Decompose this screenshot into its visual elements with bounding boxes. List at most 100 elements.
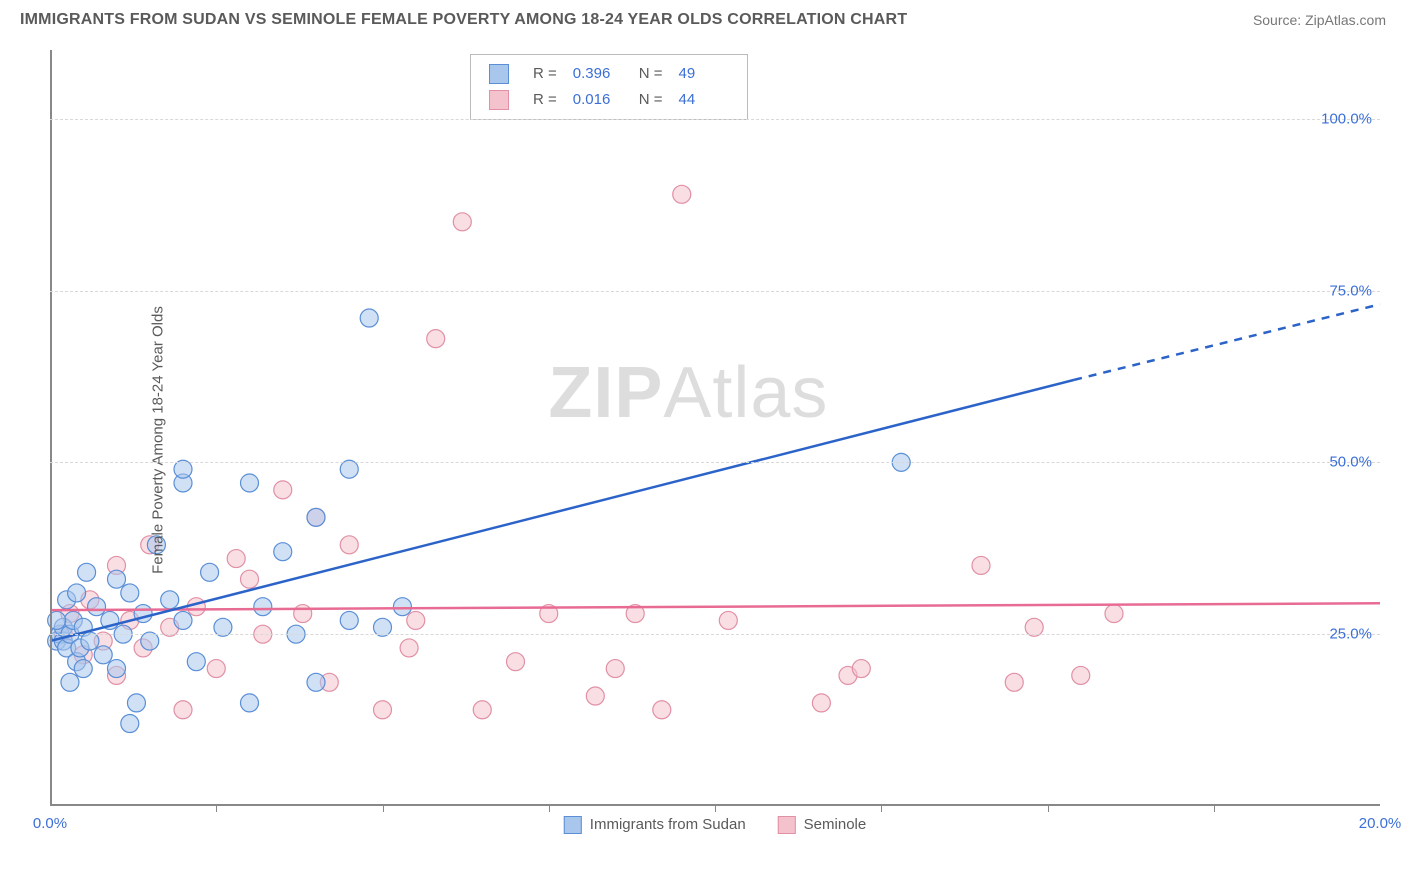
data-point xyxy=(61,673,79,691)
stats-legend-box: R = 0.396 N = 49 R = 0.016 N = 44 xyxy=(470,54,748,120)
data-point xyxy=(653,701,671,719)
data-point xyxy=(407,611,425,629)
swatch-series-b xyxy=(489,90,509,110)
trend-line-a-dashed xyxy=(1074,304,1380,380)
x-tick-mark xyxy=(1214,804,1215,812)
data-point xyxy=(507,653,525,671)
r-value-b: 0.016 xyxy=(573,87,623,113)
chart-title: IMMIGRANTS FROM SUDAN VS SEMINOLE FEMALE… xyxy=(20,11,907,29)
x-tick-label: 20.0% xyxy=(1359,815,1402,832)
data-point xyxy=(294,605,312,623)
data-point xyxy=(307,508,325,526)
data-point xyxy=(187,653,205,671)
r-label-b: R = xyxy=(533,87,557,113)
plot-area: ZIPAtlas Female Poverty Among 18-24 Year… xyxy=(50,50,1380,830)
trend-line-a-solid xyxy=(50,380,1074,641)
n-value-b: 44 xyxy=(679,87,729,113)
gridline-h xyxy=(50,291,1380,292)
data-point xyxy=(174,611,192,629)
x-tick-mark xyxy=(715,804,716,812)
plot-inner: ZIPAtlas Female Poverty Among 18-24 Year… xyxy=(50,50,1380,830)
trend-line-b xyxy=(50,603,1380,610)
data-point xyxy=(586,687,604,705)
swatch-series-a-icon xyxy=(564,816,582,834)
stats-row-a: R = 0.396 N = 49 xyxy=(489,61,729,87)
data-point xyxy=(1105,605,1123,623)
data-point xyxy=(453,213,471,231)
title-bar: IMMIGRANTS FROM SUDAN VS SEMINOLE FEMALE… xyxy=(0,0,1406,40)
legend-item-a: Immigrants from Sudan xyxy=(564,816,746,834)
n-label-b: N = xyxy=(639,87,663,113)
data-point xyxy=(393,598,411,616)
source-link[interactable]: ZipAtlas.com xyxy=(1305,12,1386,28)
data-point xyxy=(400,639,418,657)
plot-svg xyxy=(50,50,1380,830)
gridline-h xyxy=(50,462,1380,463)
data-point xyxy=(121,715,139,733)
x-tick-mark xyxy=(383,804,384,812)
source-prefix: Source: xyxy=(1253,12,1305,28)
swatch-series-b-icon xyxy=(778,816,796,834)
data-point xyxy=(241,694,259,712)
y-axis-label: Female Poverty Among 18-24 Year Olds xyxy=(149,306,166,574)
data-point xyxy=(174,701,192,719)
n-label-a: N = xyxy=(639,61,663,87)
x-tick-label: 0.0% xyxy=(33,815,67,832)
data-point xyxy=(94,646,112,664)
chart-container: IMMIGRANTS FROM SUDAN VS SEMINOLE FEMALE… xyxy=(0,0,1406,892)
x-tick-mark xyxy=(549,804,550,812)
n-value-a: 49 xyxy=(679,61,729,87)
data-point xyxy=(972,556,990,574)
x-tick-mark xyxy=(1048,804,1049,812)
source-attribution: Source: ZipAtlas.com xyxy=(1253,12,1386,28)
data-point xyxy=(719,611,737,629)
data-point xyxy=(108,660,126,678)
data-point xyxy=(307,673,325,691)
data-point xyxy=(207,660,225,678)
data-point xyxy=(852,660,870,678)
data-point xyxy=(187,598,205,616)
legend-label-a: Immigrants from Sudan xyxy=(590,816,746,833)
data-point xyxy=(427,330,445,348)
data-point xyxy=(340,611,358,629)
gridline-h xyxy=(50,634,1380,635)
data-point xyxy=(108,570,126,588)
y-tick-label: 75.0% xyxy=(1329,282,1372,299)
y-tick-label: 25.0% xyxy=(1329,626,1372,643)
data-point xyxy=(88,598,106,616)
data-point xyxy=(360,309,378,327)
y-tick-label: 50.0% xyxy=(1329,454,1372,471)
r-value-a: 0.396 xyxy=(573,61,623,87)
data-point xyxy=(374,701,392,719)
data-point xyxy=(340,536,358,554)
r-label-a: R = xyxy=(533,61,557,87)
data-point xyxy=(74,660,92,678)
x-tick-mark xyxy=(216,804,217,812)
y-axis-line xyxy=(50,50,52,806)
gridline-h xyxy=(50,119,1380,120)
legend-label-b: Seminole xyxy=(804,816,867,833)
data-point xyxy=(274,481,292,499)
data-point xyxy=(606,660,624,678)
data-point xyxy=(1072,666,1090,684)
data-point xyxy=(473,701,491,719)
data-point xyxy=(161,591,179,609)
legend-item-b: Seminole xyxy=(778,816,867,834)
y-tick-label: 100.0% xyxy=(1321,110,1372,127)
data-point xyxy=(274,543,292,561)
stats-row-b: R = 0.016 N = 44 xyxy=(489,87,729,113)
data-point xyxy=(121,584,139,602)
data-point xyxy=(78,563,96,581)
data-point xyxy=(127,694,145,712)
data-point xyxy=(241,570,259,588)
data-point xyxy=(812,694,830,712)
data-point xyxy=(227,550,245,568)
legend-bottom: Immigrants from Sudan Seminole xyxy=(564,816,866,834)
data-point xyxy=(241,474,259,492)
data-point xyxy=(254,598,272,616)
data-point xyxy=(673,185,691,203)
data-point xyxy=(1005,673,1023,691)
data-point xyxy=(68,584,86,602)
x-tick-mark xyxy=(881,804,882,812)
swatch-series-a xyxy=(489,64,509,84)
